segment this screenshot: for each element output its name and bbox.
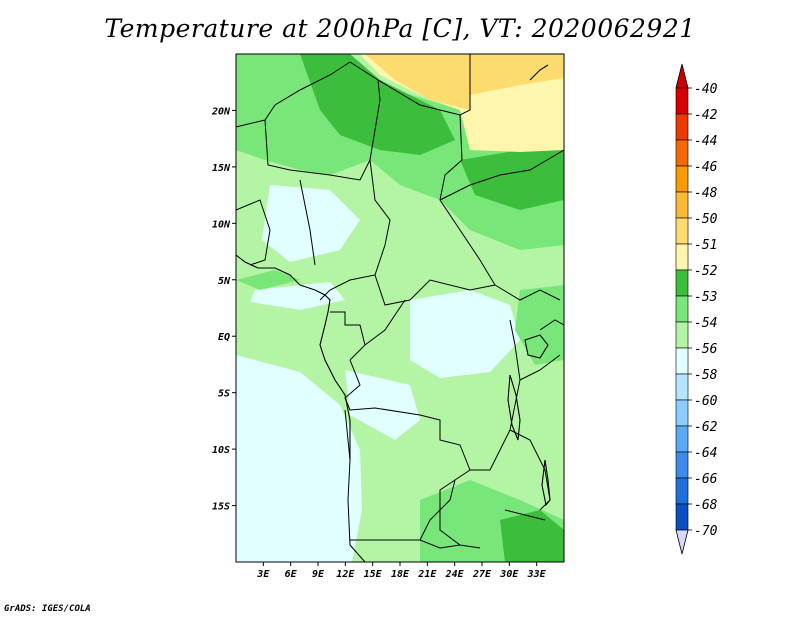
colorbar-label: -50 — [694, 212, 718, 227]
coastlines — [235, 64, 551, 507]
field-region-56-gulf — [250, 282, 345, 310]
lon-tick-label: 33E — [527, 569, 547, 580]
border-line — [504, 509, 546, 521]
lat-tick-label: 15S — [212, 502, 230, 513]
field-region-56-basin — [345, 370, 420, 440]
coastline-west — [235, 254, 351, 460]
field-region-50-north — [365, 54, 564, 110]
border-line — [264, 79, 381, 181]
colorbar-label: -46 — [694, 160, 718, 175]
colorbar-label: -52 — [694, 264, 718, 279]
colorbar-label: -62 — [694, 420, 718, 435]
lon-tick-label: 3E — [256, 569, 270, 580]
colorbar-label: -42 — [694, 108, 718, 123]
colorbar: -40 -42 -44 -46 -48 -50 -51 -52 -53 -54 -56 -58 -60 -… — [675, 63, 718, 555]
colorbar-label: -53 — [694, 290, 717, 305]
field-region-53-east — [515, 285, 564, 365]
border-line — [235, 61, 351, 128]
field-region-56-southwest — [236, 355, 362, 562]
lat-tick-label: 5S — [218, 389, 230, 400]
border-line — [349, 54, 471, 116]
colorbar-segment — [675, 321, 689, 349]
lat-tick-label: 10N — [212, 219, 231, 230]
colorbar-label: -68 — [694, 498, 718, 513]
field-region-52-sahel — [300, 54, 455, 155]
lake-tanganyika — [507, 374, 521, 441]
border-line — [344, 409, 366, 563]
colorbar-label: -40 — [694, 82, 718, 97]
border-line — [539, 319, 565, 331]
border-line — [419, 539, 461, 549]
border-line — [519, 354, 561, 381]
lake-malawi — [541, 459, 551, 507]
field-region-56-central — [410, 290, 520, 378]
colorbar-label: -44 — [694, 134, 717, 149]
lat-tick-label: 20N — [211, 106, 231, 117]
colorbar-label: -56 — [694, 342, 718, 357]
border-line — [319, 159, 391, 301]
lat-tick-label: EQ — [218, 332, 230, 343]
colorbar-segment — [675, 503, 689, 531]
colorbar-bottom-arrow — [675, 529, 689, 555]
lon-tick-label: 27E — [472, 569, 492, 580]
lon-tick-label: 15E — [364, 569, 383, 580]
country-borders — [235, 54, 565, 563]
border-line — [330, 311, 366, 361]
colorbar-label: -64 — [694, 446, 717, 461]
colorbar-segment — [675, 451, 689, 479]
border-line — [299, 179, 316, 266]
colorbar-label: -51 — [694, 238, 717, 253]
colorbar-segment — [675, 217, 689, 245]
colorbar-segment — [675, 399, 689, 427]
colorbar-label: -54 — [694, 316, 717, 331]
border-line — [364, 299, 406, 346]
lake-victoria — [524, 334, 549, 359]
lon-tick-label: 24E — [445, 569, 465, 580]
border-line — [374, 114, 496, 306]
colorbar-segment — [675, 425, 689, 453]
colorbar-segment — [675, 295, 689, 323]
border-line — [494, 284, 561, 301]
colorbar-top-arrow — [675, 63, 689, 89]
colorbar-label: -58 — [694, 368, 718, 383]
lon-tick-label: 9E — [312, 569, 325, 580]
lat-tick-label: 5N — [218, 276, 231, 287]
colorbar-segment — [675, 477, 689, 505]
field-region-56-west — [262, 185, 360, 262]
colorbar-label: -60 — [694, 394, 718, 409]
colorbar-segment — [675, 347, 689, 375]
colorbar-segment — [675, 373, 689, 401]
colorbar-segment — [675, 269, 689, 297]
axis-ticks: 20N 15N 10N 5N EQ 5S 10S 15S 3E 6E 9E 12E 15E 18E 21E 2… — [211, 106, 547, 580]
chart-title: Temperature at 200hPa [C], VT: 202006292… — [104, 14, 696, 43]
lon-tick-label: 12E — [336, 569, 355, 580]
lat-tick-label: 10S — [212, 445, 230, 456]
colorbar-segment — [675, 139, 689, 167]
grads-credit: GrADS: IGES/COLA — [4, 604, 91, 614]
lat-tick-label: 15N — [212, 163, 231, 174]
colorbar-segment — [675, 165, 689, 193]
border-line — [235, 199, 271, 266]
colorbar-label: -48 — [694, 186, 718, 201]
red-sea-coast — [529, 64, 549, 81]
colorbar-label: -70 — [694, 524, 718, 539]
lon-tick-label: 21E — [417, 569, 437, 580]
colorbar-segment — [675, 113, 689, 141]
border-line — [439, 479, 481, 549]
border-line — [439, 149, 565, 201]
lon-tick-label: 30E — [499, 569, 519, 580]
field-region-52-se — [500, 510, 564, 562]
colorbar-label: -66 — [694, 472, 718, 487]
field-region-53-sw-strip — [236, 270, 300, 290]
colorbar-segment — [675, 87, 689, 115]
map-layer — [235, 53, 565, 563]
colorbar-segment — [675, 191, 689, 219]
lon-tick-label: 6E — [285, 569, 298, 580]
lon-tick-label: 18E — [391, 569, 410, 580]
colorbar-segment — [675, 243, 689, 271]
